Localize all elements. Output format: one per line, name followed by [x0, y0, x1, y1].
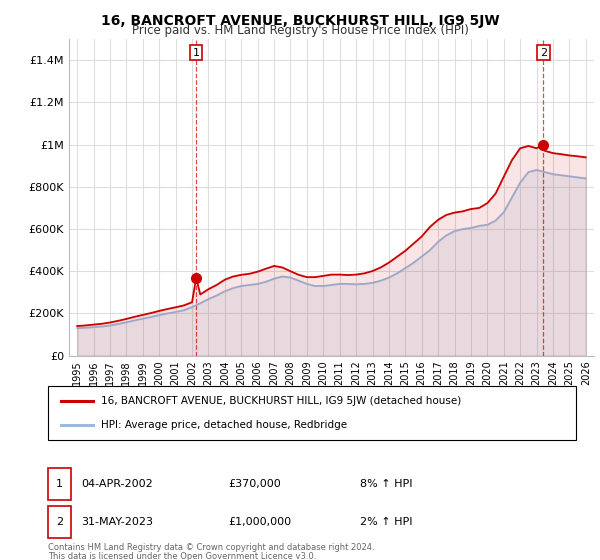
Text: £1,000,000: £1,000,000 — [228, 517, 291, 527]
Text: 16, BANCROFT AVENUE, BUCKHURST HILL, IG9 5JW: 16, BANCROFT AVENUE, BUCKHURST HILL, IG9… — [101, 14, 499, 28]
Text: £370,000: £370,000 — [228, 479, 281, 489]
Text: Price paid vs. HM Land Registry's House Price Index (HPI): Price paid vs. HM Land Registry's House … — [131, 24, 469, 37]
Text: HPI: Average price, detached house, Redbridge: HPI: Average price, detached house, Redb… — [101, 420, 347, 430]
Text: Contains HM Land Registry data © Crown copyright and database right 2024.: Contains HM Land Registry data © Crown c… — [48, 543, 374, 552]
Text: 1: 1 — [56, 479, 63, 489]
Text: 1: 1 — [193, 48, 200, 58]
Text: 2: 2 — [540, 48, 547, 58]
Text: 2: 2 — [56, 517, 63, 527]
Text: 16, BANCROFT AVENUE, BUCKHURST HILL, IG9 5JW (detached house): 16, BANCROFT AVENUE, BUCKHURST HILL, IG9… — [101, 396, 461, 406]
Text: This data is licensed under the Open Government Licence v3.0.: This data is licensed under the Open Gov… — [48, 552, 316, 560]
Text: 8% ↑ HPI: 8% ↑ HPI — [360, 479, 413, 489]
Text: 2% ↑ HPI: 2% ↑ HPI — [360, 517, 413, 527]
Text: 31-MAY-2023: 31-MAY-2023 — [81, 517, 153, 527]
Text: 04-APR-2002: 04-APR-2002 — [81, 479, 153, 489]
